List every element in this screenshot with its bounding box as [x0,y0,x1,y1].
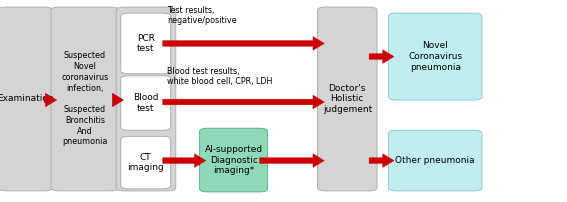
Polygon shape [112,93,124,107]
FancyBboxPatch shape [200,128,268,192]
Text: Doctor's
Holistic
judgement: Doctor's Holistic judgement [323,84,372,114]
Text: CT
imaging: CT imaging [128,153,164,173]
Text: Blood
test: Blood test [133,93,158,113]
FancyBboxPatch shape [318,7,377,191]
Polygon shape [260,154,324,167]
Polygon shape [369,50,394,63]
Text: Novel
Coronavirus
pneumonia: Novel Coronavirus pneumonia [408,41,462,72]
FancyBboxPatch shape [116,7,176,191]
Polygon shape [44,93,57,107]
Text: Other pneumonia: Other pneumonia [395,156,475,165]
FancyBboxPatch shape [51,7,119,191]
Text: Test results,
negative/positive: Test results, negative/positive [167,6,237,25]
FancyBboxPatch shape [388,130,482,191]
Polygon shape [369,154,394,167]
Text: Suspected
Novel
coronavirus
infection,

Suspected
Bronchitis
And
pneumonia: Suspected Novel coronavirus infection, S… [61,52,109,146]
FancyBboxPatch shape [121,76,171,130]
Text: Examination: Examination [0,95,53,103]
Text: Blood test results,
white blood cell, CPR, LDH: Blood test results, white blood cell, CP… [167,67,273,86]
FancyBboxPatch shape [121,13,171,74]
Polygon shape [163,95,324,109]
FancyBboxPatch shape [0,7,52,191]
FancyBboxPatch shape [388,13,482,100]
Polygon shape [163,154,206,167]
Text: AI-supported
Diagnostic
imaging*: AI-supported Diagnostic imaging* [205,145,263,175]
Text: PCR
test: PCR test [137,34,155,53]
FancyBboxPatch shape [121,136,171,189]
Polygon shape [163,37,324,50]
